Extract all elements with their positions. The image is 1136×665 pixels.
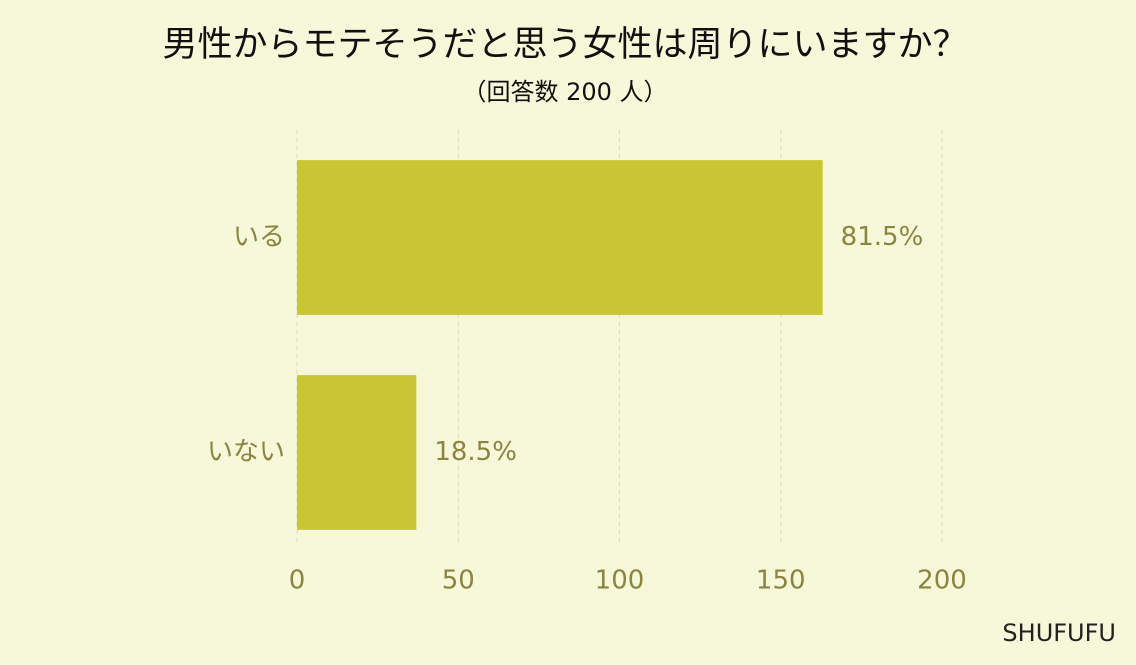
x-tick-label: 150 [756,566,806,596]
value-label: 81.5% [841,222,924,252]
bar [297,160,823,315]
x-tick-label: 200 [917,566,967,596]
source: SHUFUFU [1002,619,1116,647]
value-label: 18.5% [434,437,517,467]
x-tick-label: 50 [442,566,475,596]
chart-subtitle: （回答数 200 人） [462,78,667,106]
chart-title: 男性からモテそうだと思う女性は周りにいますか？ [162,25,967,65]
y-tick-label: いる [233,222,285,252]
bar [297,375,417,530]
y-tick-label: いない [207,437,285,467]
x-tick-label: 100 [595,566,645,596]
x-tick-label: 0 [289,566,306,596]
